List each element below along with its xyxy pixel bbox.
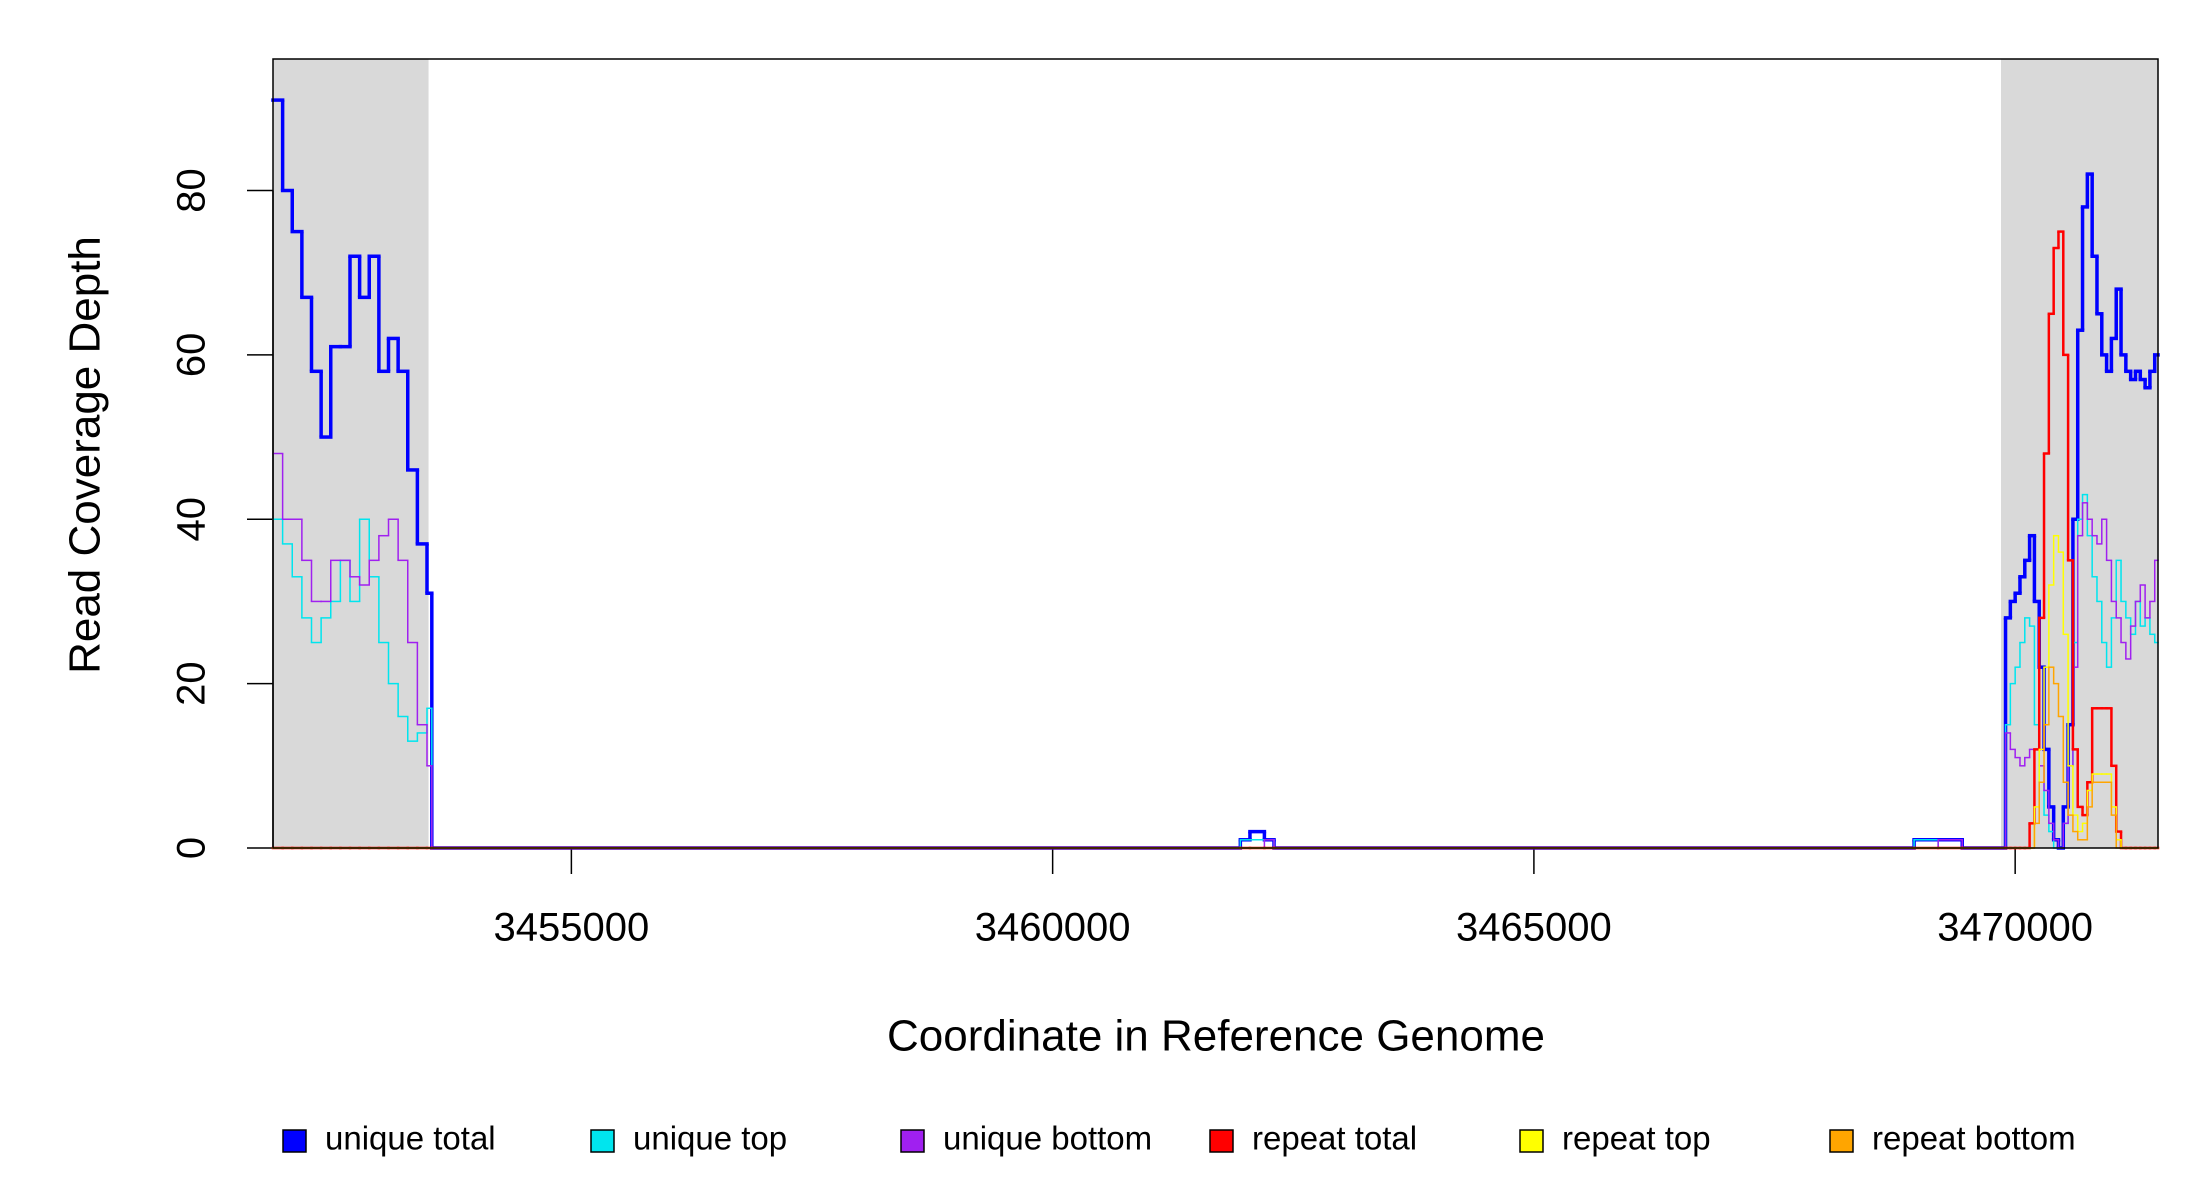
step-riser	[280, 100, 2157, 848]
y-axis-title: Read Coverage Depth	[61, 236, 110, 674]
step-riser	[2033, 667, 2117, 848]
plot-frame	[272, 58, 2159, 849]
legend-label: repeat top	[1562, 1120, 1711, 1157]
legend-label: unique total	[325, 1120, 496, 1157]
y-tick-label: 80	[170, 168, 214, 213]
series	[272, 452, 2159, 849]
legend-swatch	[1209, 1129, 1234, 1153]
x-tick-label: 3465000	[1456, 906, 1612, 950]
step-riser	[2028, 231, 2123, 848]
legend-swatch	[1519, 1129, 1544, 1153]
y-tick-label: 20	[170, 661, 214, 706]
x-tick-label: 3460000	[975, 906, 1131, 950]
step-riser	[281, 453, 2156, 848]
step-riser	[281, 494, 2156, 848]
legend-label: repeat bottom	[1872, 1120, 2076, 1157]
x-tick-label: 3455000	[494, 906, 650, 950]
step-riser	[2033, 535, 2122, 848]
series	[272, 666, 2159, 849]
y-tick-label: 40	[170, 497, 214, 542]
legend-swatch	[282, 1129, 307, 1153]
series	[271, 98, 2160, 850]
legend-swatch	[590, 1129, 615, 1153]
legend-label: unique top	[633, 1120, 787, 1157]
legend-swatch	[1829, 1129, 1854, 1153]
legend-swatch	[900, 1129, 925, 1153]
legend-label: repeat total	[1252, 1120, 1417, 1157]
x-tick-label: 3470000	[1937, 906, 2093, 950]
shaded-region	[2001, 59, 2158, 848]
series	[272, 534, 2159, 849]
series	[271, 230, 2160, 850]
x-axis-title: Coordinate in Reference Genome	[887, 1012, 1545, 1061]
legend-label: unique bottom	[943, 1120, 1152, 1157]
shaded-region	[273, 59, 429, 848]
series	[272, 493, 2159, 849]
y-tick-label: 60	[170, 333, 214, 378]
y-tick-label: 0	[170, 837, 214, 859]
